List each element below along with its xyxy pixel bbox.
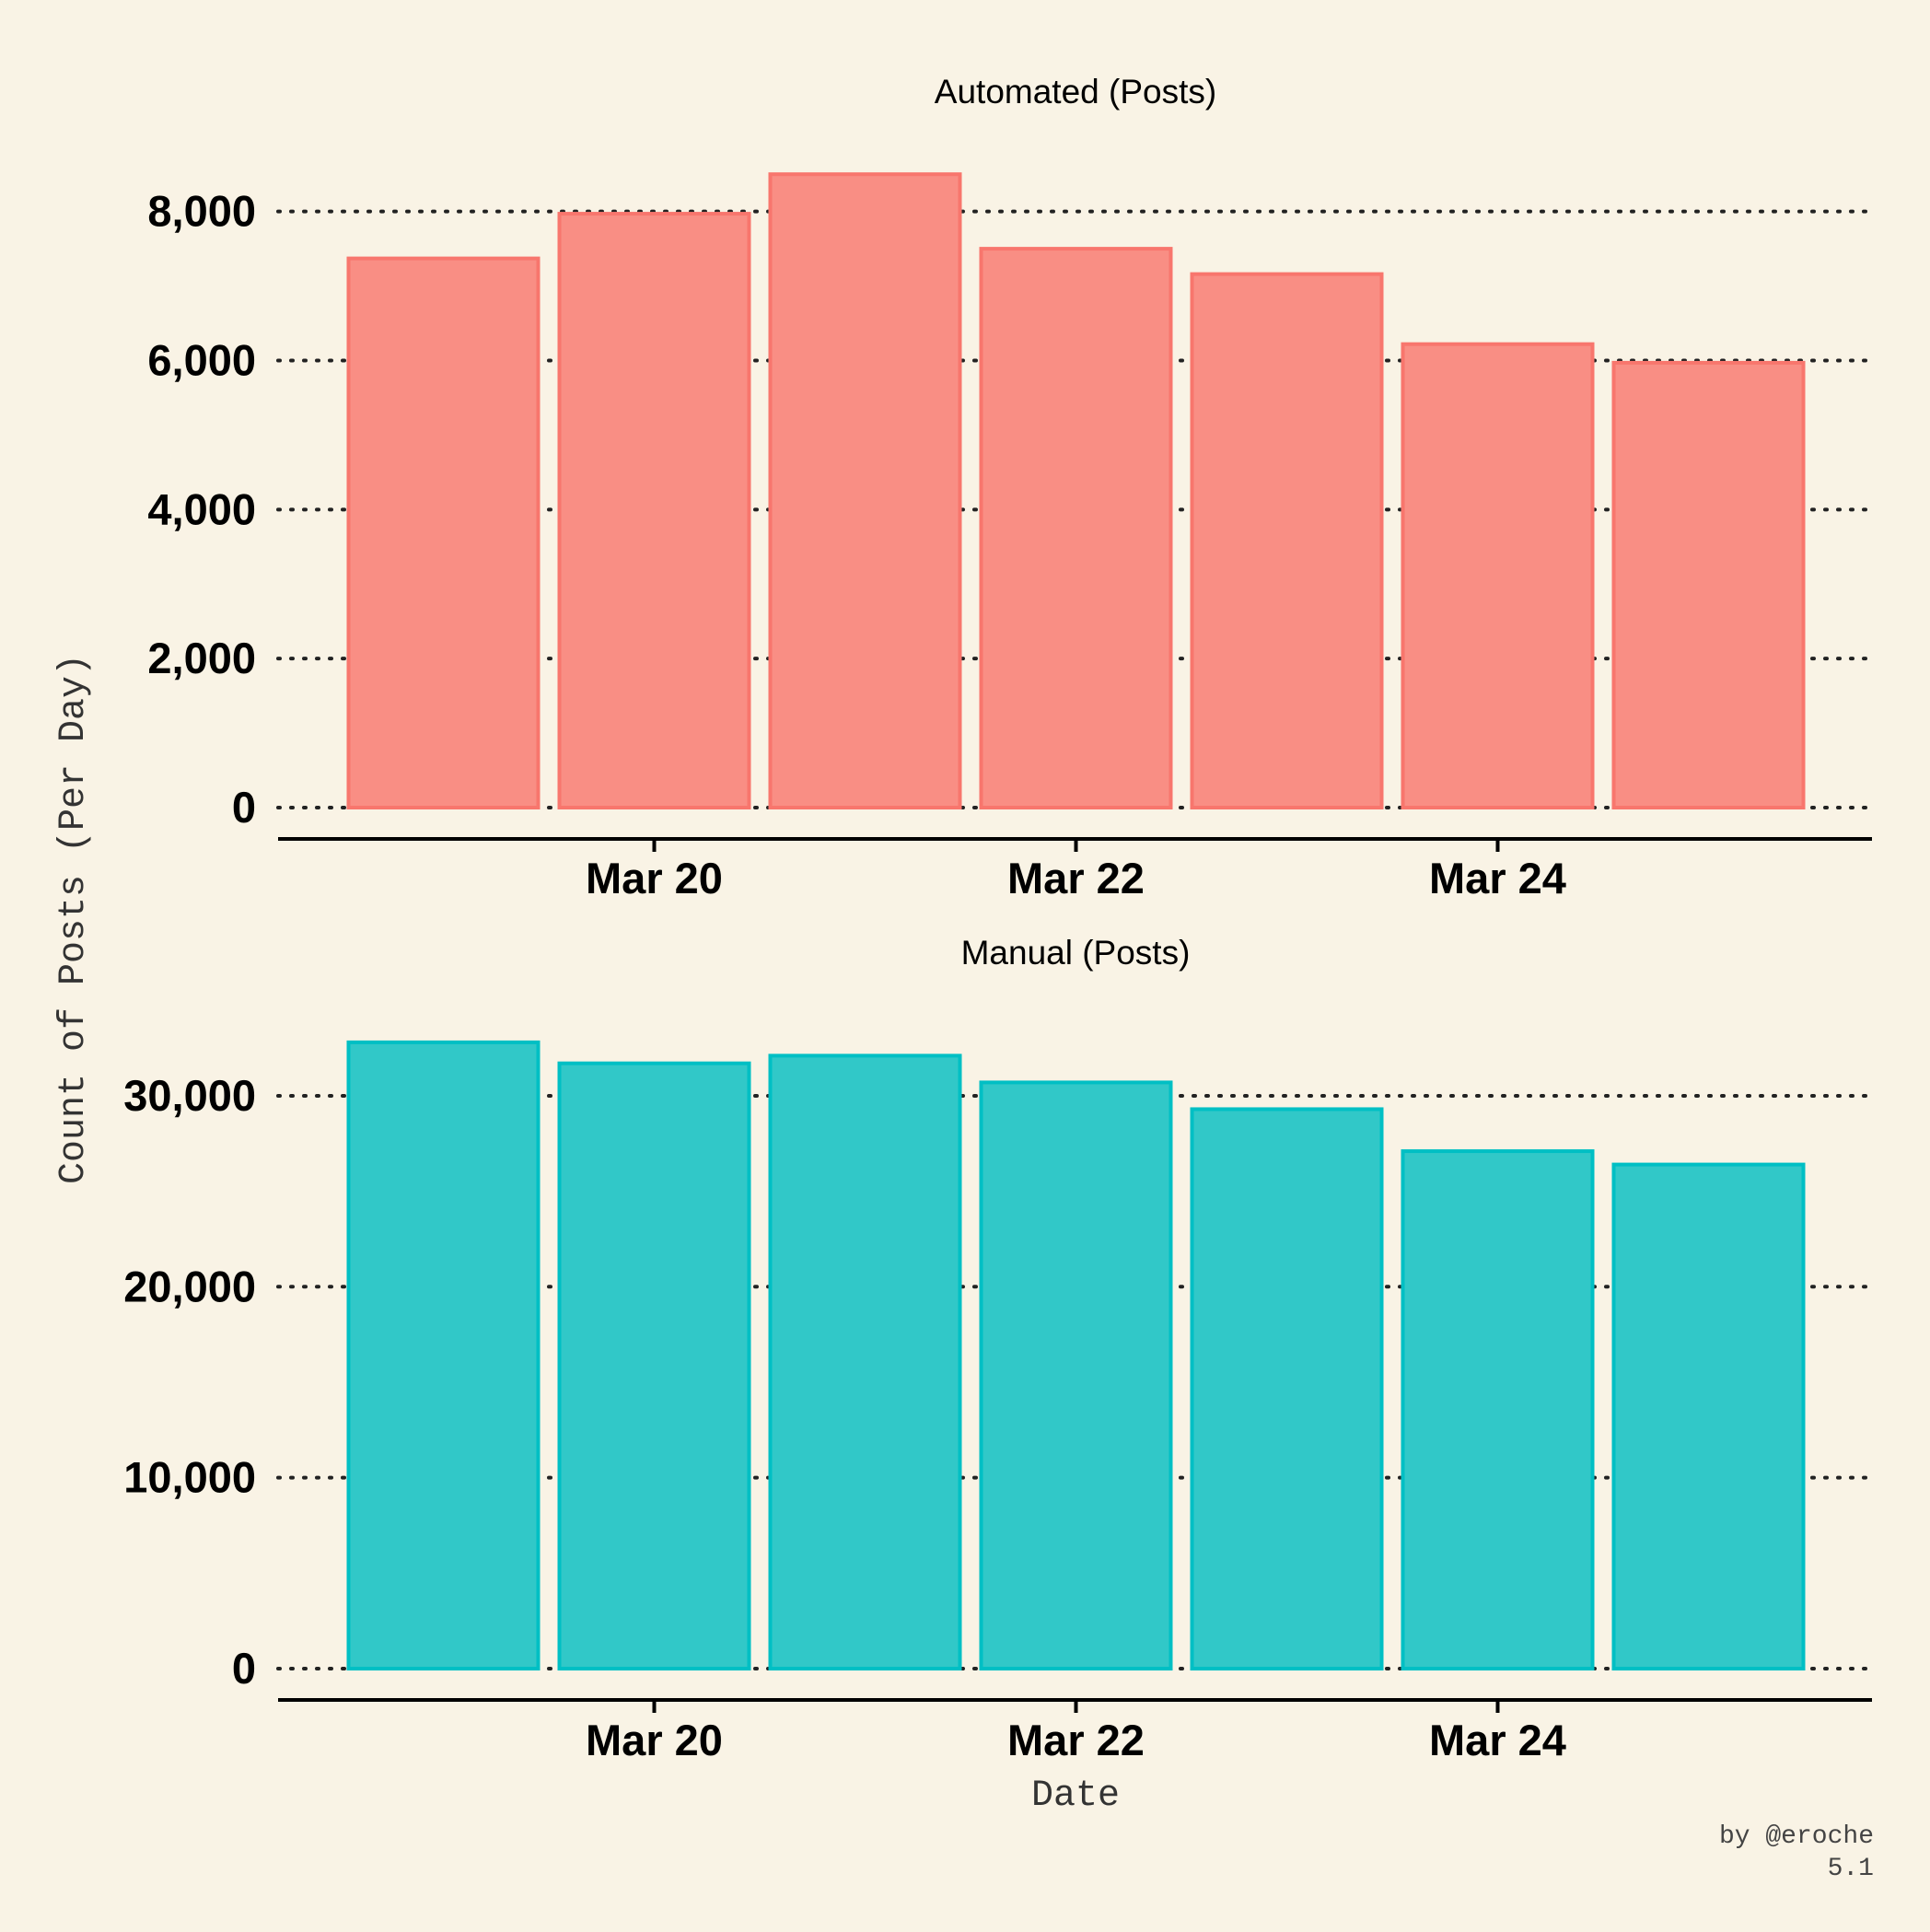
bar-mar-25 — [1611, 1162, 1806, 1670]
x-tick-label: Mar 20 — [586, 854, 723, 902]
bar-mar-21 — [768, 172, 962, 810]
y-tick-label: 4,000 — [147, 484, 256, 533]
bar-mar-19 — [346, 1040, 541, 1670]
caption-version: 5.1 — [1828, 1855, 1874, 1883]
caption-author: by @eroche — [1719, 1822, 1874, 1851]
x-tick-label: Mar 24 — [1429, 854, 1566, 902]
manual-panel: Manual (Posts) 0 10,000 20,000 30,000 Mar 20 M… — [123, 934, 1874, 1764]
bar-mar-23 — [1190, 272, 1384, 809]
x-tick-label: Mar 22 — [1007, 854, 1145, 902]
bar-mar-20 — [557, 212, 751, 809]
y-tick-label: 2,000 — [147, 634, 256, 682]
bar-mar-25 — [1611, 360, 1806, 809]
x-axis-label: Date — [1031, 1775, 1120, 1817]
y-tick-label: 30,000 — [123, 1071, 256, 1120]
bar-mar-22 — [979, 1080, 1173, 1671]
y-tick-label: 8,000 — [147, 187, 256, 236]
bar-mar-20 — [557, 1061, 751, 1670]
bar-mar-22 — [979, 247, 1173, 809]
y-tick-label: 0 — [232, 783, 256, 832]
bar-mar-23 — [1190, 1107, 1384, 1671]
x-tick-label: Mar 24 — [1429, 1716, 1566, 1764]
panel-title: Manual (Posts) — [961, 934, 1191, 972]
automated-panel: Automated (Posts) 0 2,000 4,000 6,000 8,000 Ma… — [147, 73, 1874, 902]
y-tick-label: 6,000 — [147, 335, 256, 384]
y-tick-label: 10,000 — [123, 1453, 256, 1502]
y-tick-label: 20,000 — [123, 1262, 256, 1310]
bar-mar-19 — [346, 256, 541, 809]
panel-title: Automated (Posts) — [935, 73, 1216, 111]
x-tick-label: Mar 22 — [1007, 1716, 1145, 1764]
x-tick-label: Mar 20 — [586, 1716, 723, 1764]
bar-mar-21 — [768, 1053, 962, 1671]
bar-mar-24 — [1401, 342, 1595, 809]
y-tick-label: 0 — [232, 1644, 256, 1693]
y-axis-label: Count of Posts (Per Day) — [53, 654, 95, 1184]
bar-mar-24 — [1401, 1149, 1595, 1670]
